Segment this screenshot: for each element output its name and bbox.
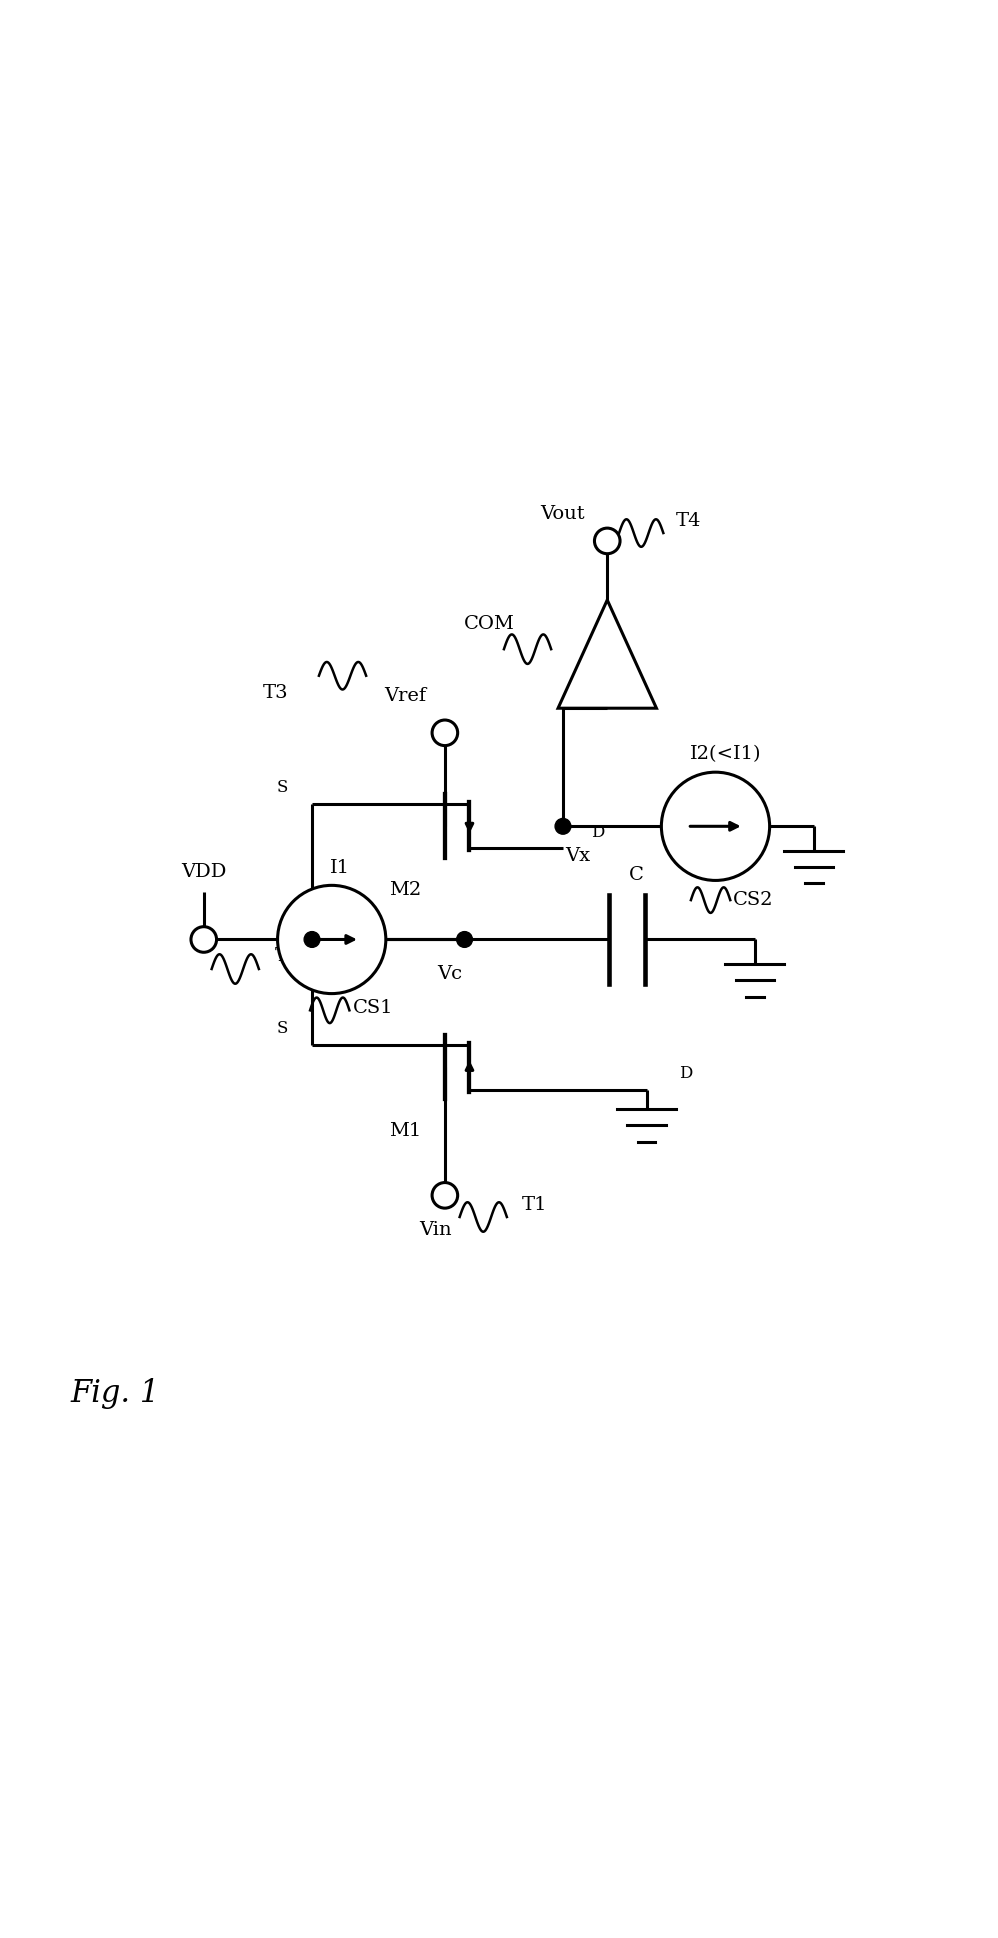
Text: D: D: [591, 824, 604, 841]
Text: T2: T2: [274, 948, 300, 965]
Circle shape: [304, 932, 320, 948]
Circle shape: [595, 529, 620, 554]
Text: S: S: [276, 1021, 288, 1037]
Text: Vx: Vx: [565, 847, 590, 864]
Text: M2: M2: [389, 882, 421, 899]
Circle shape: [277, 886, 386, 994]
Text: Vin: Vin: [419, 1221, 451, 1238]
Text: VDD: VDD: [181, 864, 227, 882]
Text: CS1: CS1: [353, 1000, 394, 1017]
Text: Vref: Vref: [384, 688, 426, 705]
Text: S: S: [276, 779, 288, 797]
Circle shape: [555, 818, 571, 833]
Circle shape: [432, 721, 458, 746]
Text: Vc: Vc: [437, 965, 462, 983]
Text: C: C: [630, 866, 645, 884]
Text: Vout: Vout: [541, 506, 585, 523]
Text: T3: T3: [262, 684, 288, 702]
Circle shape: [662, 771, 769, 880]
Text: I2(<I1): I2(<I1): [690, 746, 761, 764]
Text: M1: M1: [389, 1122, 421, 1140]
Circle shape: [191, 926, 217, 952]
Text: Fig. 1: Fig. 1: [71, 1378, 160, 1409]
Text: T1: T1: [522, 1196, 547, 1213]
Text: T4: T4: [676, 512, 702, 531]
Text: CS2: CS2: [734, 891, 773, 909]
Circle shape: [457, 932, 472, 948]
Text: D: D: [680, 1064, 693, 1081]
Circle shape: [432, 1182, 458, 1207]
Text: COM: COM: [464, 616, 515, 634]
Text: I1: I1: [329, 859, 349, 876]
